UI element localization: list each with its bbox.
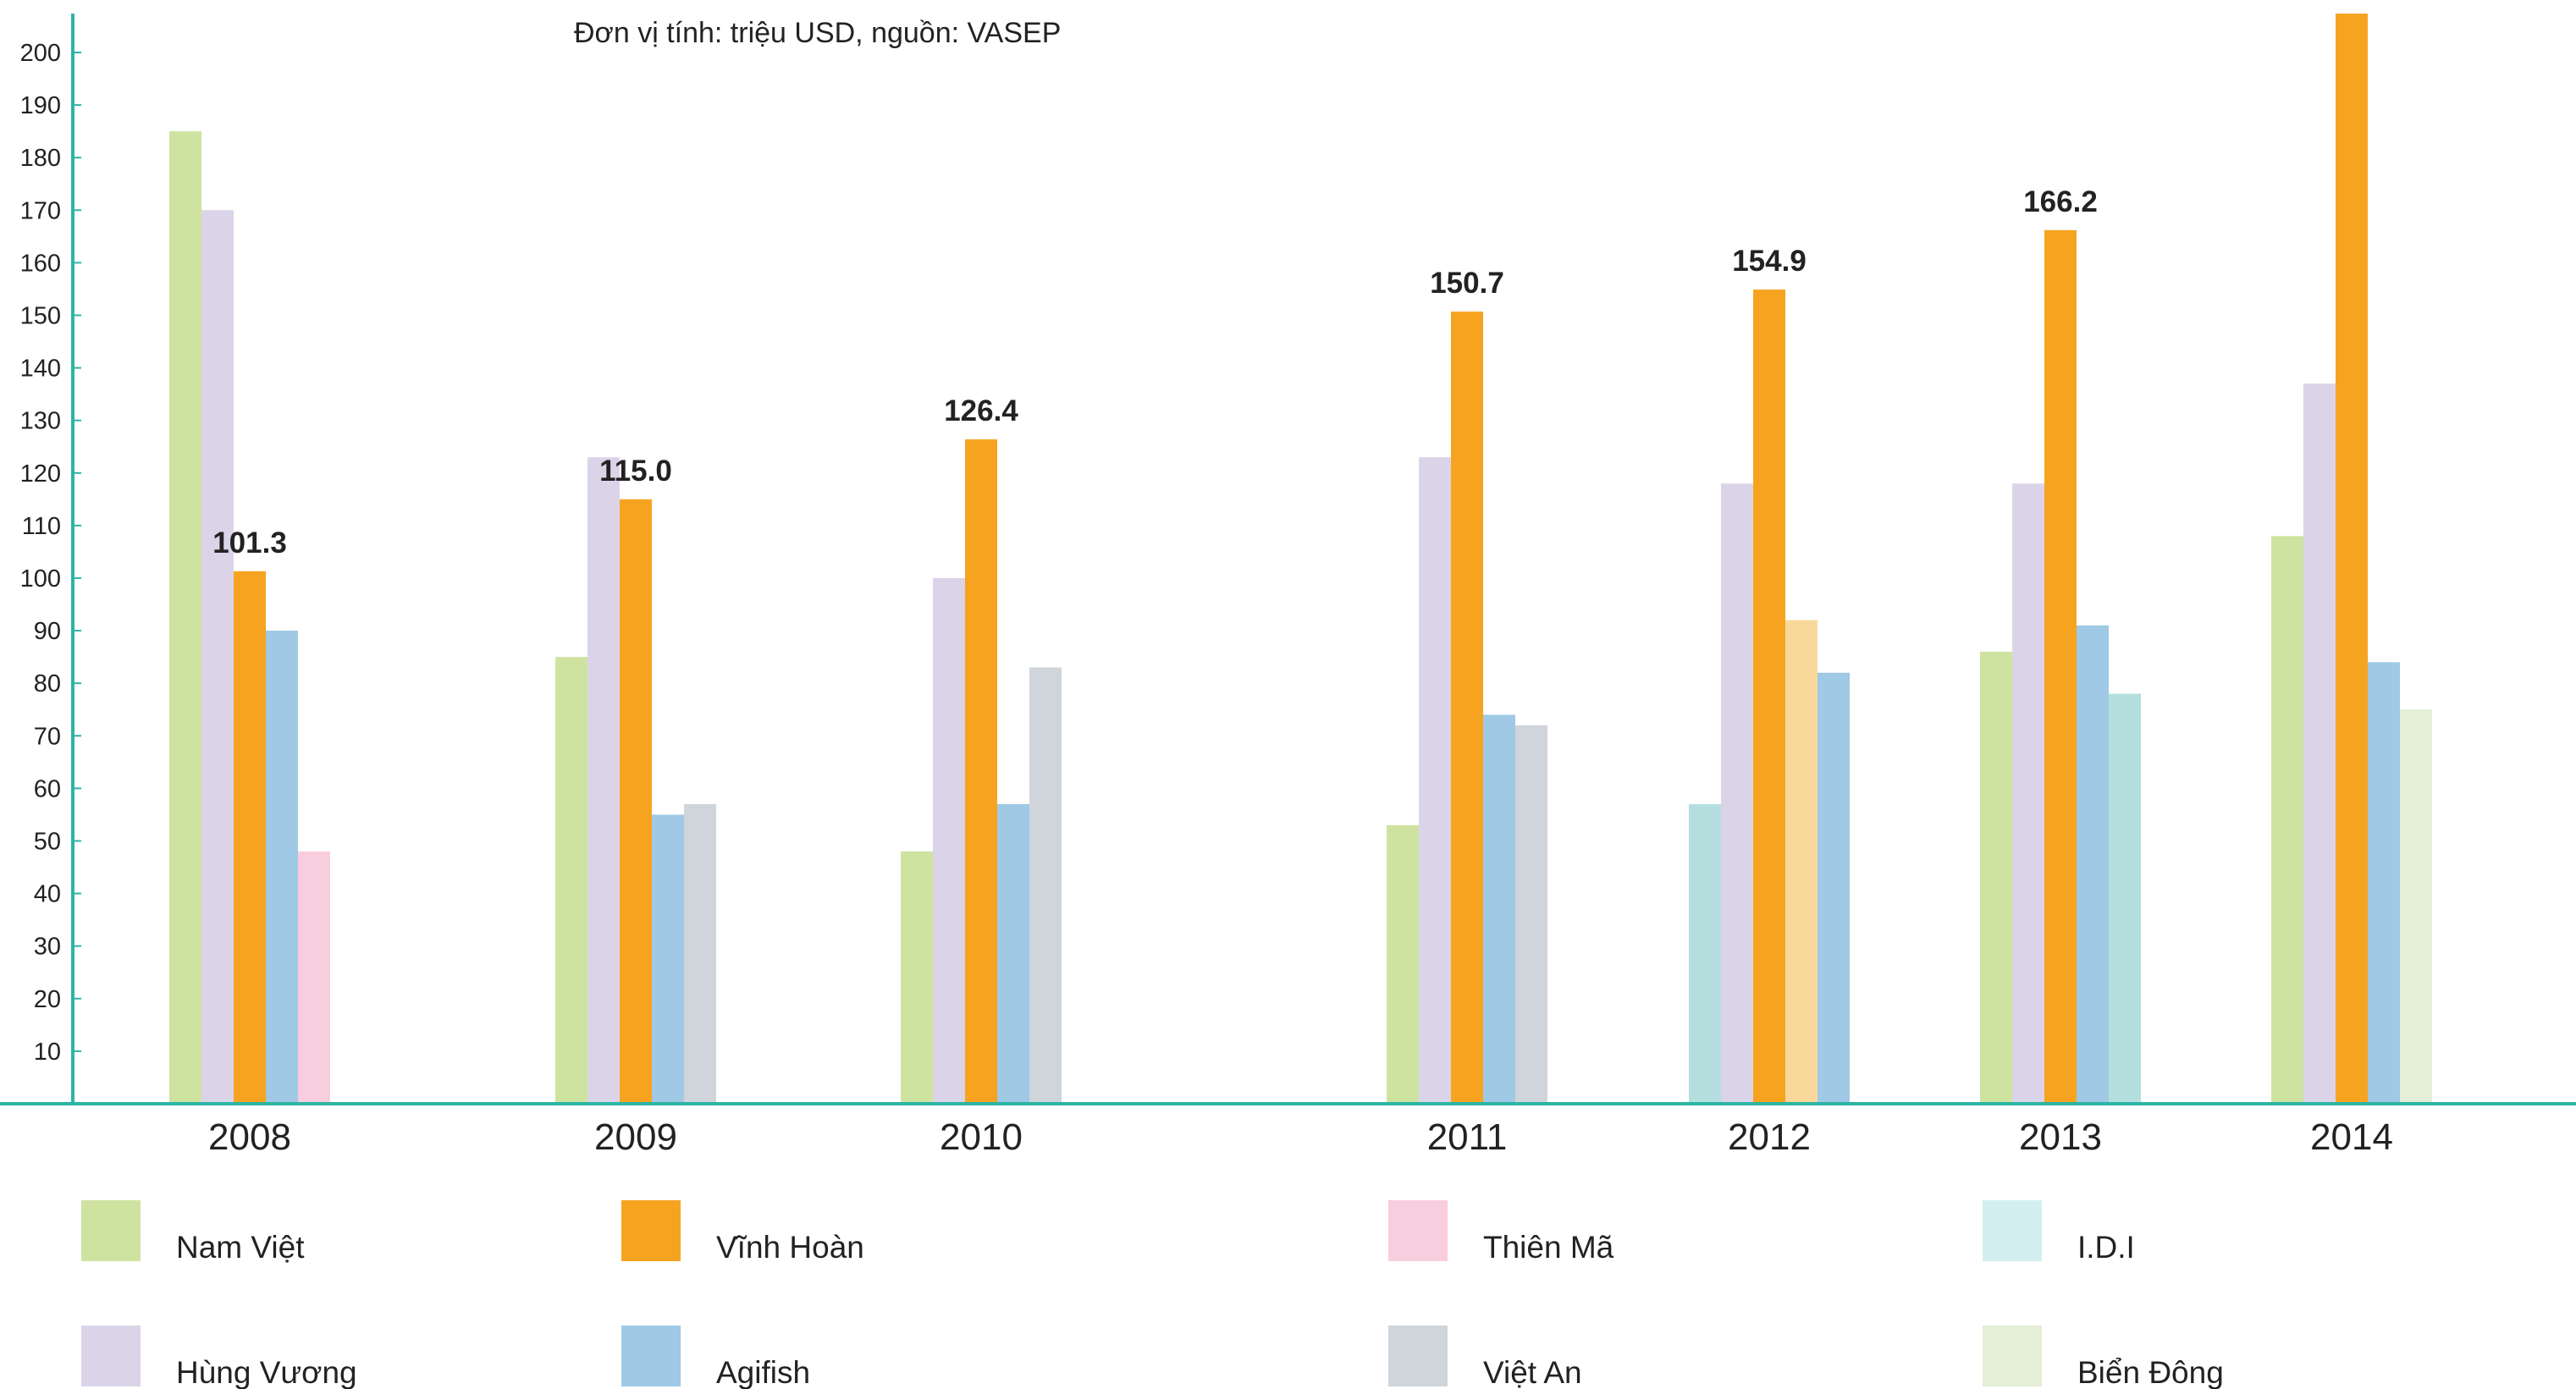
legend-swatch-thien-ma (1388, 1200, 1448, 1261)
legend-label-vinh-hoan: Vĩnh Hoàn (716, 1230, 864, 1265)
bars (169, 14, 2432, 1105)
bar-2011-hung-vuong (1419, 457, 1451, 1104)
bar-2010-viet-an (1029, 667, 1062, 1104)
bar-2013-nam-viet (1980, 651, 2012, 1104)
bar-2009-viet-an (684, 804, 716, 1104)
bar-2012-hung-vuong (1721, 483, 1753, 1104)
value-label-2010: 126.4 (944, 394, 1018, 427)
legend-swatch-nam-viet (81, 1200, 141, 1261)
bar-2011-vinh-hoan (1451, 311, 1483, 1104)
legend-swatch-agifish (621, 1326, 681, 1386)
y-tick-label: 110 (22, 513, 61, 540)
bar-2008-nam-viet (169, 131, 201, 1104)
y-tick-label: 180 (20, 145, 61, 172)
bar-2012-i-d-i (1689, 804, 1721, 1104)
legend-label-hung-vuong: Hùng Vương (176, 1355, 357, 1389)
bar-2013-i-d-i (2109, 693, 2141, 1104)
legend-swatch-viet-an (1388, 1326, 1448, 1386)
y-tick-label: 40 (34, 881, 61, 908)
value-label-2011: 150.7 (1430, 267, 1504, 300)
bar-2009-vinh-hoan (620, 499, 652, 1104)
y-tick-label: 30 (34, 934, 61, 961)
x-label-2009: 2009 (594, 1116, 677, 1158)
legend-label-nam-viet: Nam Việt (176, 1230, 305, 1265)
bar-2011-viet-an (1515, 725, 1547, 1104)
y-tick-label: 20 (34, 986, 61, 1013)
bar-2013-vinh-hoan (2044, 229, 2077, 1105)
bar-2010-agifish (997, 804, 1029, 1104)
bar-2014-vinh-hoan (2336, 14, 2368, 1104)
y-tick-label: 170 (20, 197, 61, 224)
legend-swatch-bien-dong (1983, 1326, 2042, 1386)
y-tick-label: 190 (20, 92, 61, 119)
y-tick-label: 200 (20, 40, 61, 67)
y-tick-label: 140 (20, 356, 61, 383)
value-label-2014: 207.4 (2314, 0, 2389, 2)
bar-2014-agifish (2368, 662, 2400, 1104)
legend-label-viet-an: Việt An (1483, 1355, 1582, 1389)
chart-note: Đơn vị tính: triệu USD, nguồn: VASEP (574, 17, 1061, 49)
bar-2010-nam-viet (901, 851, 933, 1104)
bar-2008-vinh-hoan (234, 570, 266, 1104)
x-label-2008: 2008 (208, 1116, 291, 1158)
value-labels: 101.3 115.0 126.4 150.7 154.9 166.2 207.4 (212, 0, 2389, 559)
y-tick-label: 160 (20, 250, 61, 277)
y-axis-ticks: 10 20 30 40 50 60 70 80 90 100 110 120 130 140 150 160 1… (20, 40, 81, 1066)
y-tick-label: 130 (20, 408, 61, 435)
bar-2013-agifish (2077, 625, 2109, 1104)
bar-2010-vinh-hoan (965, 439, 997, 1104)
legend-label-i-d-i: I.D.I (2077, 1230, 2135, 1265)
value-label-2009: 115.0 (599, 455, 672, 488)
bar-2008-hung-vuong (201, 210, 234, 1104)
y-tick-label: 60 (34, 775, 61, 802)
legend-swatch-i-d-i (1983, 1200, 2042, 1261)
y-tick-label: 90 (34, 618, 61, 645)
bar-2009-hung-vuong (587, 457, 620, 1104)
x-label-2011: 2011 (1427, 1116, 1508, 1158)
value-label-2012: 154.9 (1732, 245, 1807, 278)
legend: Nam Việt Vĩnh Hoàn Thiên Mã I.D.I Hùng Vương… (81, 1200, 2224, 1389)
y-tick-label: 100 (20, 565, 61, 593)
legend-swatch-vinh-hoan (621, 1200, 681, 1261)
legend-swatch-hung-vuong (81, 1326, 141, 1386)
y-tick-label: 120 (20, 460, 61, 488)
bar-2011-nam-viet (1387, 824, 1419, 1104)
bar-2012-vinh-hoan-nhat (1785, 620, 1818, 1104)
bar-2014-hung-vuong (2303, 383, 2336, 1105)
bar-2012-vinh-hoan (1753, 289, 1785, 1104)
y-tick-label: 50 (34, 829, 61, 856)
bar-2013-hung-vuong (2012, 483, 2044, 1104)
value-label-2008: 101.3 (212, 526, 287, 559)
bar-2009-nam-viet (555, 657, 587, 1104)
bar-2014-bien-dong (2400, 709, 2432, 1104)
bar-2008-agifish (266, 631, 298, 1104)
bar-2008-thien-ma (298, 851, 330, 1104)
y-tick-label: 150 (20, 303, 61, 330)
y-tick-label: 10 (34, 1039, 61, 1066)
bar-2011-agifish (1483, 714, 1515, 1104)
x-label-2012: 2012 (1728, 1116, 1811, 1158)
bar-2014-nam-viet (2271, 536, 2303, 1104)
y-tick-label: 70 (34, 723, 61, 750)
bar-2012-agifish (1818, 672, 1850, 1104)
legend-label-agifish: Agifish (716, 1355, 810, 1389)
x-label-2010: 2010 (940, 1116, 1023, 1158)
legend-label-thien-ma: Thiên Mã (1483, 1230, 1614, 1265)
bar-2010-hung-vuong (933, 578, 965, 1104)
x-label-2013: 2013 (2019, 1116, 2102, 1158)
value-label-2013: 166.2 (2023, 185, 2098, 218)
x-label-2014: 2014 (2310, 1116, 2393, 1158)
axes (0, 14, 2576, 1105)
legend-label-bien-dong: Biển Đông (2077, 1355, 2224, 1389)
bar-2009-agifish (652, 814, 684, 1104)
y-tick-label: 80 (34, 670, 61, 697)
x-axis-labels: 2008 2009 2010 2011 2012 2013 2014 (208, 1116, 2393, 1158)
